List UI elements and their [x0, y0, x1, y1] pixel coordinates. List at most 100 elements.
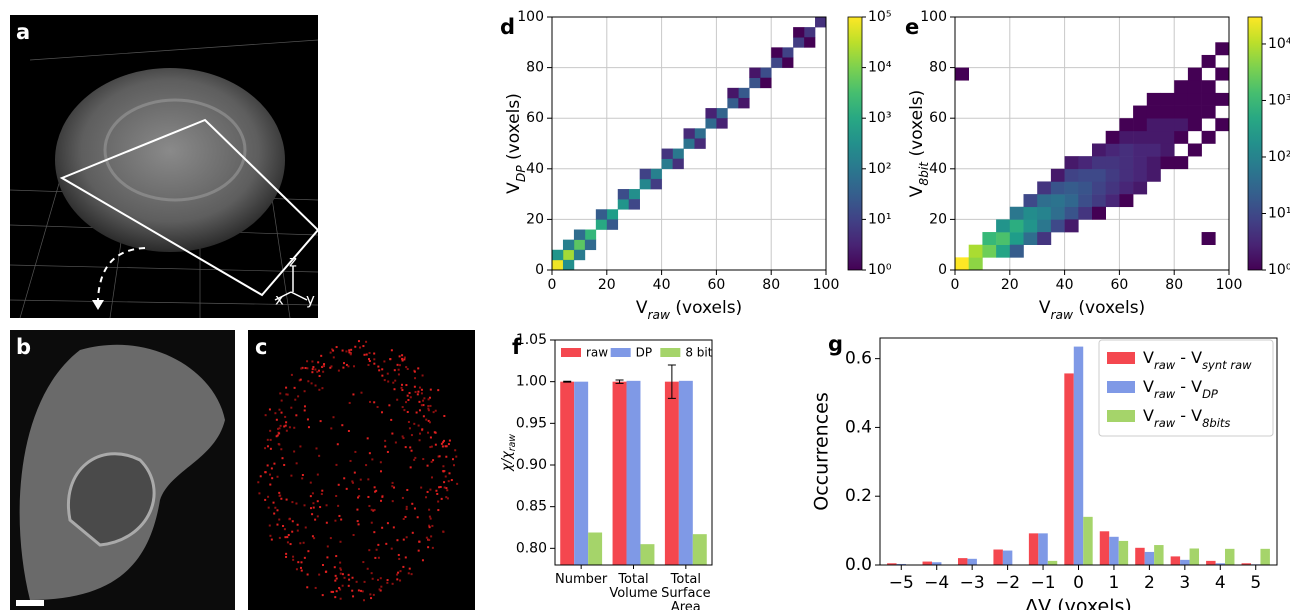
red-dot — [316, 515, 319, 518]
label-line: Volume — [609, 586, 657, 601]
red-dot — [390, 418, 393, 421]
red-dot — [307, 550, 310, 553]
hist-cell — [1119, 194, 1134, 208]
red-dot — [278, 491, 281, 494]
bar — [1206, 560, 1216, 565]
red-dot — [291, 530, 294, 533]
hist-cell — [1119, 143, 1134, 157]
text-run: V — [1143, 406, 1154, 425]
red-dot — [365, 464, 368, 467]
bar — [1073, 346, 1084, 565]
x-axis-label: ΔV (voxels) — [1025, 596, 1132, 610]
red-dot — [427, 419, 430, 422]
hist-cell — [955, 67, 969, 81]
hist-cell — [815, 17, 827, 28]
red-dot — [278, 518, 281, 521]
red-dot — [406, 488, 409, 491]
red-dot — [311, 360, 314, 363]
text-run: V — [636, 298, 648, 318]
red-dot — [266, 464, 269, 467]
red-dot — [297, 395, 300, 398]
red-dot — [363, 599, 366, 602]
red-dot — [437, 500, 440, 503]
y-tick-label: 20 — [526, 211, 544, 227]
red-dot — [409, 396, 412, 399]
red-dot — [414, 377, 417, 380]
legend-swatch — [1107, 352, 1135, 364]
y-tick-label: 1.00 — [516, 374, 547, 390]
hist-cell — [982, 232, 997, 245]
red-dot — [428, 508, 431, 511]
red-dot — [391, 481, 394, 484]
red-dot — [322, 365, 325, 368]
red-dot — [380, 411, 383, 414]
red-dot — [389, 358, 392, 361]
text-run: V — [1143, 348, 1154, 367]
hist-cell — [1187, 105, 1202, 119]
y-axis-label: VDP​ (voxels) — [504, 93, 528, 194]
red-dot — [306, 418, 309, 421]
hist-cell — [749, 77, 761, 89]
red-dot — [337, 504, 340, 507]
red-dot — [402, 538, 405, 541]
legend-swatch — [1107, 381, 1135, 393]
hist-cell — [1146, 143, 1161, 157]
red-dot — [347, 365, 350, 368]
red-dot — [303, 556, 306, 559]
hist-cell — [1119, 130, 1134, 144]
red-dot — [381, 495, 384, 498]
red-dot — [314, 586, 317, 589]
red-dot — [414, 456, 417, 459]
text-run: (voxels) — [670, 298, 742, 318]
hist-cell — [1146, 105, 1161, 119]
text-run: V — [907, 185, 927, 197]
red-dot — [401, 354, 404, 357]
error-bar — [667, 364, 676, 399]
x-tick-label: −2 — [995, 573, 1020, 593]
red-dot — [442, 470, 445, 473]
red-dot — [325, 521, 328, 524]
red-dot — [426, 464, 429, 467]
hist-cell — [1187, 67, 1202, 81]
red-dot — [446, 489, 449, 492]
red-dot — [448, 472, 451, 475]
red-dot — [368, 351, 371, 354]
red-dot — [421, 374, 424, 377]
red-dot — [386, 372, 389, 375]
hist-cell — [968, 244, 983, 258]
red-dot — [423, 397, 426, 400]
red-dot — [278, 536, 281, 539]
red-dot — [264, 471, 267, 474]
red-dot — [312, 506, 315, 509]
red-dot — [309, 507, 312, 510]
hist-cell — [1105, 130, 1120, 144]
bar — [1028, 533, 1039, 565]
x-tick-label: 0 — [951, 277, 960, 293]
red-dot — [374, 490, 377, 493]
red-dot — [443, 486, 446, 489]
red-dot — [427, 409, 430, 412]
red-dot — [373, 401, 376, 404]
red-dot — [278, 494, 281, 497]
red-dot — [352, 595, 355, 598]
red-dot — [379, 577, 382, 580]
red-dot — [405, 505, 408, 508]
y-tick-label: 0.80 — [516, 540, 547, 556]
bar — [1109, 536, 1119, 565]
red-dot — [267, 495, 270, 498]
bar — [1170, 556, 1181, 565]
bar — [1225, 548, 1235, 565]
red-dot — [366, 567, 369, 570]
x-tick-label: 80 — [1165, 277, 1183, 293]
red-dot — [442, 465, 445, 468]
hist-cell — [1201, 130, 1216, 144]
red-dot — [405, 401, 408, 404]
red-dot — [334, 574, 337, 577]
red-dot — [454, 449, 457, 452]
red-dot — [338, 586, 341, 589]
hist-cell — [650, 168, 662, 180]
bar — [626, 380, 641, 565]
hist-cell — [1160, 118, 1175, 132]
hist-cell — [705, 118, 717, 129]
red-dot — [429, 446, 432, 449]
